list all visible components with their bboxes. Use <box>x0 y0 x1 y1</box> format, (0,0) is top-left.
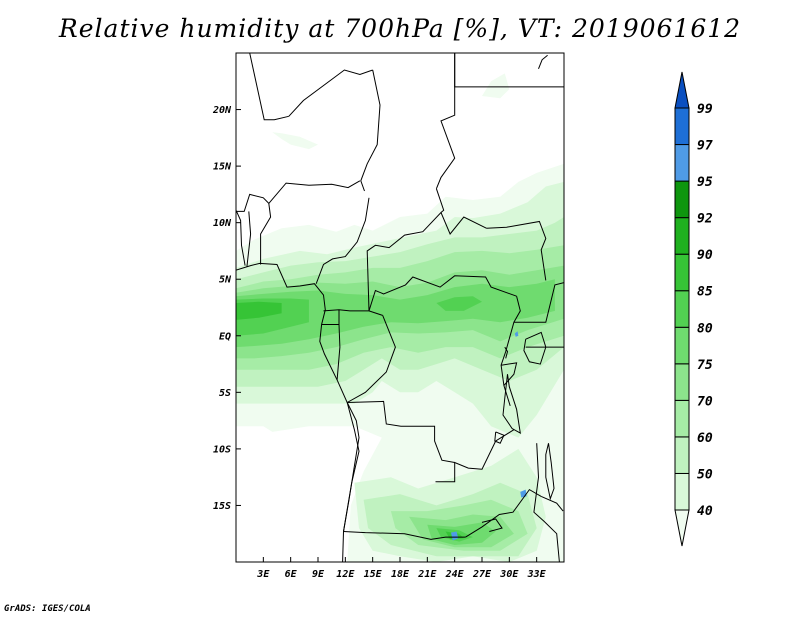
colorbar-segment <box>674 363 690 401</box>
y-tick-label: 5S <box>219 388 231 399</box>
x-tick-label: 18E <box>391 569 410 580</box>
coastline-2 <box>523 331 547 365</box>
country-border-13 <box>368 275 517 312</box>
x-tick-label: 33E <box>527 569 547 580</box>
x-axis: 3E 6E 9E 12E 15E 18E 21E 24E 27E 30E 33E <box>256 557 547 580</box>
humidity-fill-layer <box>236 73 564 562</box>
humidity-region-16 <box>236 301 282 320</box>
x-tick-label: 30E <box>499 569 519 580</box>
colorbar-label: 92 <box>697 212 713 227</box>
y-tick-label: 20N <box>212 105 232 116</box>
x-tick-label: 24E <box>445 569 465 580</box>
country-border-18 <box>343 531 466 540</box>
colorbar-segment <box>674 217 690 255</box>
coastline-4 <box>494 431 505 444</box>
coastline-7 <box>504 346 509 359</box>
colorbar-label: 40 <box>697 504 713 519</box>
colorbar-segment <box>674 144 690 182</box>
x-tick-label: 6E <box>285 569 298 580</box>
country-border-10 <box>323 309 383 316</box>
colorbar-segment <box>674 399 690 438</box>
colorbar-label: 85 <box>697 285 713 300</box>
map-lines-layer <box>236 53 564 562</box>
colorbar-label: 90 <box>697 248 713 263</box>
colorbar-segment <box>674 290 690 328</box>
country-border-28 <box>533 443 560 562</box>
y-tick-label: 10S <box>213 444 231 455</box>
colorbar-segment <box>674 253 690 292</box>
humidity-region-20 <box>514 331 519 337</box>
colorbar-segment <box>674 326 690 365</box>
humidity-region-11 <box>236 279 555 348</box>
humidity-region-2 <box>482 73 510 99</box>
country-border-20 <box>465 488 542 538</box>
country-border-17 <box>347 400 455 463</box>
chart-title: Relative humidity at 700hPa [%], VT: 201… <box>58 14 742 43</box>
country-border-2 <box>360 69 381 192</box>
country-border-27 <box>540 495 564 512</box>
x-tick-label: 15E <box>364 569 383 580</box>
country-border-9 <box>315 197 370 284</box>
coastline-1 <box>502 374 521 435</box>
colorbar-segment <box>674 436 690 474</box>
humidity-region-14 <box>436 296 482 311</box>
colorbar-label: 50 <box>697 467 713 482</box>
colorbar-label: 75 <box>697 358 713 373</box>
y-tick-label: 10N <box>213 218 232 229</box>
x-tick-label: 9E <box>312 569 325 580</box>
colorbar-label: 97 <box>697 139 713 154</box>
colorbar-segment <box>674 71 690 109</box>
colorbar-label: 60 <box>697 431 713 446</box>
y-tick-label: EQ <box>219 331 231 342</box>
country-border-26 <box>435 188 445 213</box>
coastline-6 <box>538 54 548 69</box>
colorbar-segment <box>674 107 690 146</box>
country-border-22 <box>513 282 564 323</box>
country-border-12 <box>336 324 341 380</box>
country-border-3 <box>435 53 456 189</box>
country-border-25 <box>501 362 518 386</box>
y-tick-label: 5N <box>219 275 232 286</box>
y-axis: 20N 15N 10N 5N EQ 5S 10S 15S <box>212 105 241 512</box>
country-border-1 <box>288 69 373 117</box>
country-border-0 <box>249 53 289 121</box>
country-border-15 <box>346 315 396 403</box>
coastline-0 <box>236 262 360 562</box>
country-border-14 <box>366 211 487 311</box>
colorbar-segment <box>674 472 690 511</box>
country-border-6 <box>246 211 252 267</box>
country-border-4 <box>454 53 564 88</box>
humidity-region-18 <box>451 531 459 541</box>
y-tick-label: 15S <box>213 501 231 512</box>
country-border-24 <box>486 220 547 281</box>
x-tick-label: 12E <box>336 569 355 580</box>
x-tick-label: 21E <box>417 569 437 580</box>
country-border-7 <box>236 209 246 266</box>
country-border-5 <box>236 193 272 265</box>
footer-credit: GrADS: IGES/COLA <box>4 604 91 614</box>
colorbar: 40 50 60 70 75 80 85 90 92 95 97 99 <box>674 71 713 547</box>
colorbar-segment <box>674 509 690 547</box>
colorbar-label: 70 <box>697 394 713 409</box>
coastline-5 <box>481 518 503 532</box>
colorbar-label: 95 <box>697 175 713 190</box>
country-border-8 <box>268 180 361 204</box>
x-tick-label: 3E <box>256 569 270 580</box>
y-tick-label: 15N <box>213 162 232 173</box>
colorbar-label: 80 <box>697 321 713 336</box>
coastline-3 <box>545 443 555 501</box>
colorbar-segment <box>674 180 690 219</box>
humidity-region-1 <box>272 132 318 150</box>
x-tick-label: 27E <box>472 569 492 580</box>
colorbar-label: 99 <box>697 102 713 117</box>
